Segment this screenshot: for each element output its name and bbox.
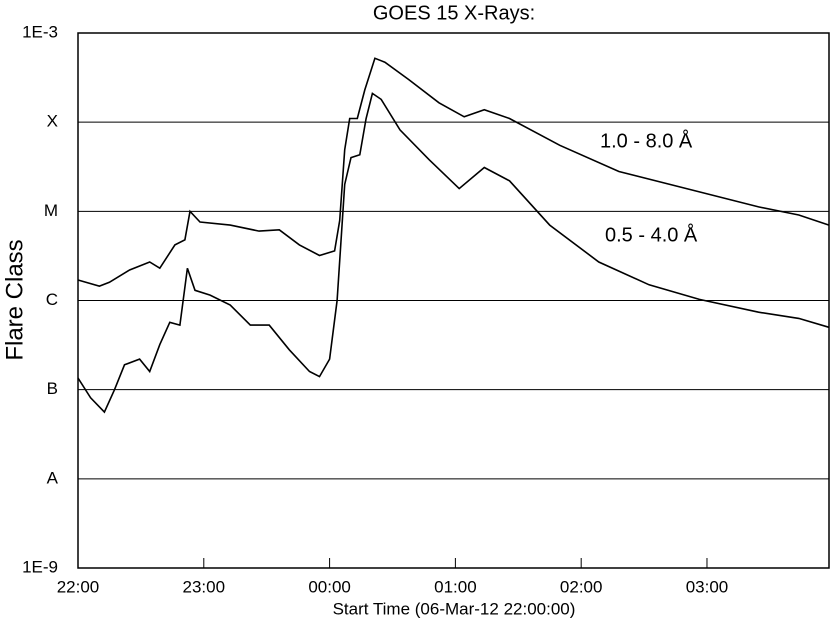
y-axis-label: Flare Class — [1, 239, 28, 360]
y-tick-label: 1E-9 — [22, 557, 58, 576]
y-tick-label: A — [47, 468, 59, 487]
y-tick-label: M — [44, 201, 58, 220]
y-tick-label: X — [47, 112, 58, 131]
y-tick-label: 1E-3 — [22, 22, 58, 41]
x-tick-label: 02:00 — [560, 577, 603, 596]
chart-title: GOES 15 X-Rays: — [373, 2, 535, 24]
series-line — [77, 57, 830, 287]
series-label: 1.0 - 8.0 Å — [600, 129, 693, 152]
x-tick-label: 00:00 — [308, 577, 351, 596]
x-tick-label: 03:00 — [686, 577, 729, 596]
series-label: 0.5 - 4.0 Å — [605, 223, 698, 246]
x-tick-label: 23:00 — [183, 577, 226, 596]
x-axis-label: Start Time (06-Mar-12 22:00:00) — [333, 599, 576, 618]
series-line — [77, 92, 830, 414]
y-tick-label: B — [47, 379, 58, 398]
x-tick-label: 22:00 — [57, 577, 100, 596]
y-tick-label: C — [46, 290, 58, 309]
x-tick-label: 01:00 — [434, 577, 477, 596]
